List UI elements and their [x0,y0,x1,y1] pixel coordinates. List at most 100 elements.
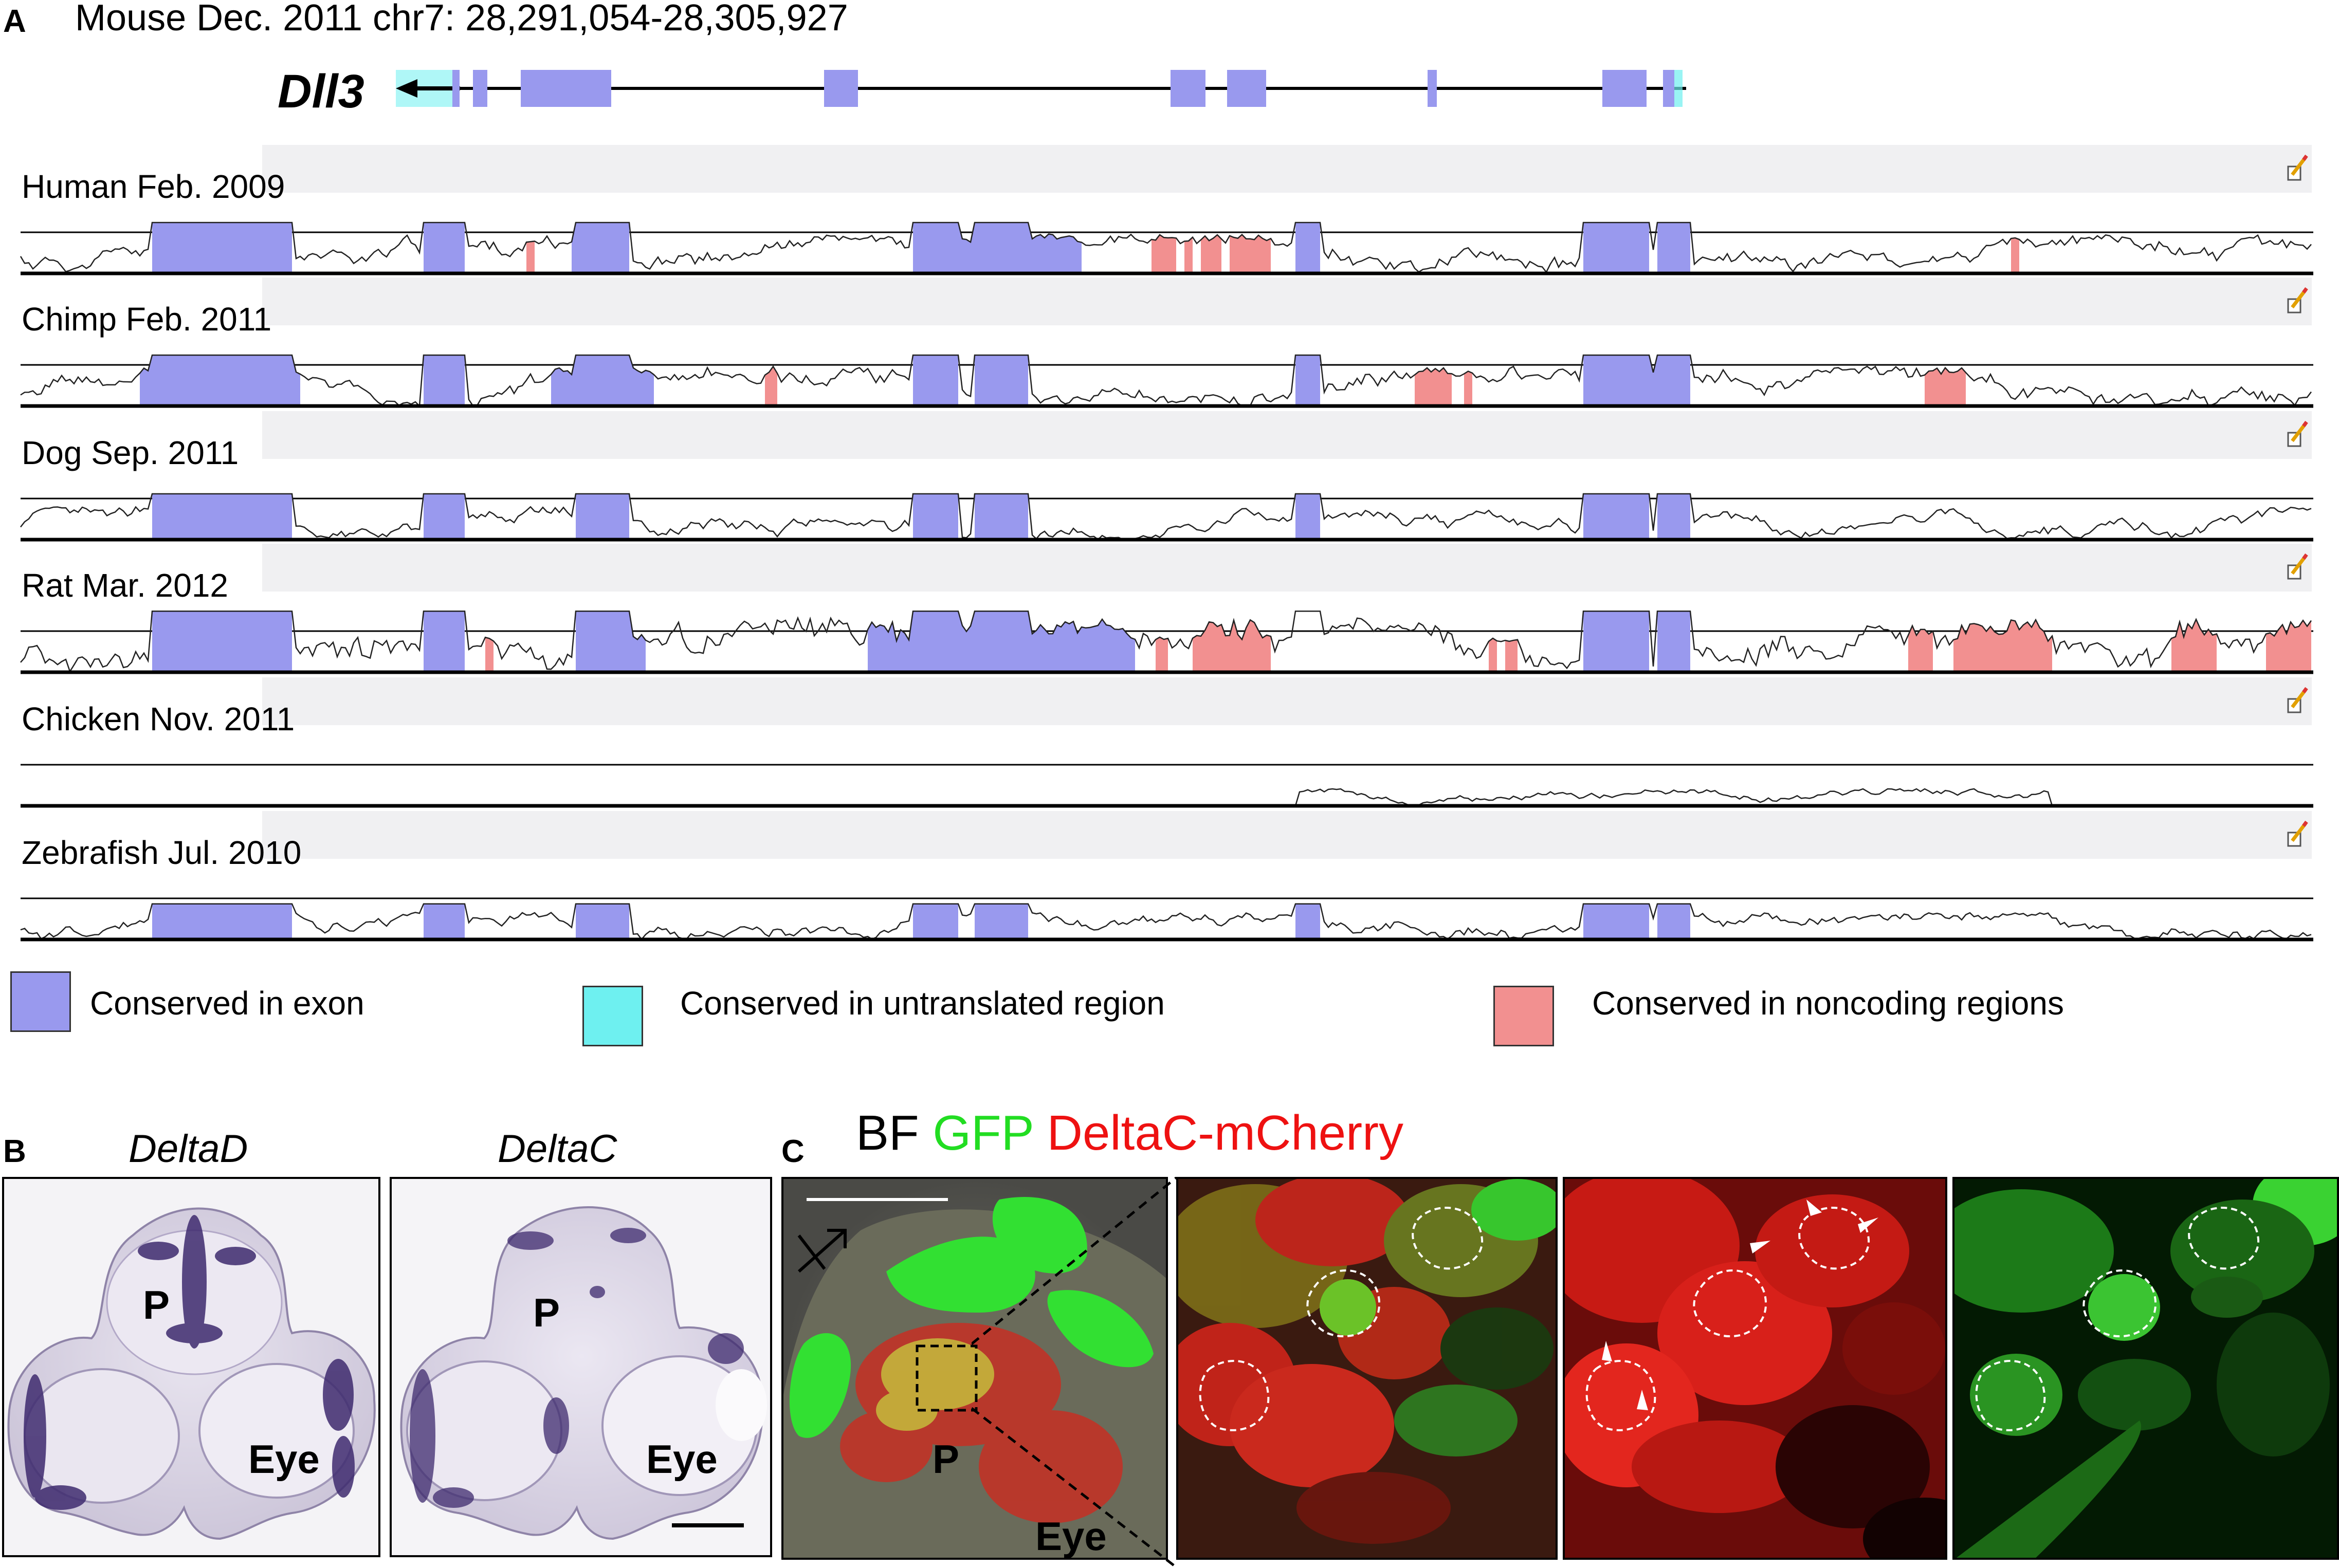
pencil-icon[interactable] [2286,553,2309,581]
panel-letter-b: B [3,1134,26,1169]
label-p-overview: P [933,1436,960,1482]
conserved-region [1295,355,1320,406]
track-label-chimp: Chimp Feb. 2011 [22,301,272,338]
legend-label-utr: Conserved in untranslated region [680,985,1165,1022]
conservation-plot-human [20,222,2313,275]
conserved-region [913,355,958,406]
conserved-region [1464,371,1472,406]
conserved-region [868,611,1135,672]
conserved-region [1152,234,1176,273]
conservation-plot-dog [20,493,2313,542]
track-band-human [262,145,2312,193]
image-title-deltac: DeltaC [498,1127,617,1171]
pencil-icon[interactable] [2286,820,2309,848]
conserved-region [424,611,465,672]
conserved-region [765,366,777,406]
image-title-deltad: DeltaD [129,1127,248,1171]
track-band-chicken [262,677,2312,725]
conserved-region [152,493,292,540]
pencil-icon[interactable] [2286,420,2309,448]
pencil-icon[interactable] [2286,687,2309,714]
conserved-region [572,223,629,273]
zoom-green-channel-image [1952,1177,2339,1560]
conserved-region [1583,903,1649,939]
conserved-region [576,903,629,939]
track-label-chicken: Chicken Nov. 2011 [22,700,295,737]
conserved-region [1583,223,1649,273]
panel-letter-a: A [3,4,26,39]
conserved-region [152,903,292,939]
label-p-deltac: P [533,1290,560,1335]
scale-bar [672,1523,744,1527]
gene-name: Dll3 [278,65,364,118]
conserved-region [975,903,1028,939]
conserved-region [1583,355,1690,406]
conserved-region [1657,223,1690,273]
conserved-region [975,355,1028,406]
track-label-zebrafish: Zebrafish Jul. 2010 [22,834,302,871]
track-band-dog [262,411,2312,459]
conserved-region [424,493,465,540]
conservation-line [21,788,2311,807]
pencil-icon[interactable] [2286,287,2309,315]
merged-overview-image: P Eye [781,1177,1168,1560]
pencil-icon[interactable] [2286,154,2309,182]
track-label-dog: Dog Sep. 2011 [22,434,239,471]
conserved-region [1925,367,1966,406]
conserved-region [913,903,958,939]
legend-swatch-utr [582,986,643,1046]
conserved-region [1156,637,1168,672]
conserved-region [1583,611,1649,672]
conserved-region [2266,620,2311,672]
conserved-region [152,611,292,672]
conserved-region [913,223,1082,273]
genome-position-title: Mouse Dec. 2011 chr7: 28,291,054-28,305,… [75,0,848,39]
conserved-region [1657,903,1690,939]
conserved-region [1505,639,1518,672]
track-band-zebrafish [262,811,2312,859]
channel-bf: BF [856,1105,919,1160]
legend-swatch-exon [10,971,71,1032]
legend-swatch-noncoding [1493,986,1554,1046]
label-p-deltad: P [143,1282,170,1327]
conserved-region [1230,234,1271,273]
conservation-line [20,354,2312,408]
channel-gfp: GFP [933,1105,1033,1160]
conservation-plot-chicken [21,764,2313,808]
conserved-region [1583,493,1649,540]
legend-label-noncoding: Conserved in noncoding regions [1592,985,2064,1022]
conserved-region [152,223,292,273]
channel-label-bf: BF GFP DeltaC-mCherry [856,1105,1403,1161]
track-band-rat [262,544,2312,592]
conserved-region [1295,223,1320,273]
conserved-region [424,223,465,273]
conserved-region [424,355,465,406]
conserved-region [1201,234,1221,273]
conserved-region [1489,638,1497,672]
zoom-merged-image [1176,1177,1558,1560]
arrowhead-icon [1806,1200,1822,1216]
panel-letter-c: C [781,1134,805,1169]
conserved-region [526,241,535,273]
track-band-chimp [262,278,2312,325]
zoom-projection-lines [972,1177,1177,1568]
conserved-region [576,493,629,540]
label-eye-overview: Eye [1035,1514,1107,1559]
arrowhead-icon [1858,1217,1878,1233]
in-situ-image-deltac: P Eye [390,1177,772,1557]
gene-model [396,70,1686,107]
conserved-region [424,903,465,939]
label-eye-deltac: Eye [646,1436,718,1482]
conservation-line [20,610,2312,673]
conserved-region [2011,237,2019,273]
conserved-region [1184,237,1193,273]
conserved-region [1657,493,1690,540]
conserved-region [1657,611,1690,672]
conserved-region [1908,625,1933,672]
conservation-plot-chimp [20,354,2313,408]
conserved-region [1415,367,1452,406]
conserved-region [551,355,654,406]
conserved-region [485,637,494,672]
conservation-line [20,222,2312,273]
arrowhead-icon [1750,1241,1770,1253]
